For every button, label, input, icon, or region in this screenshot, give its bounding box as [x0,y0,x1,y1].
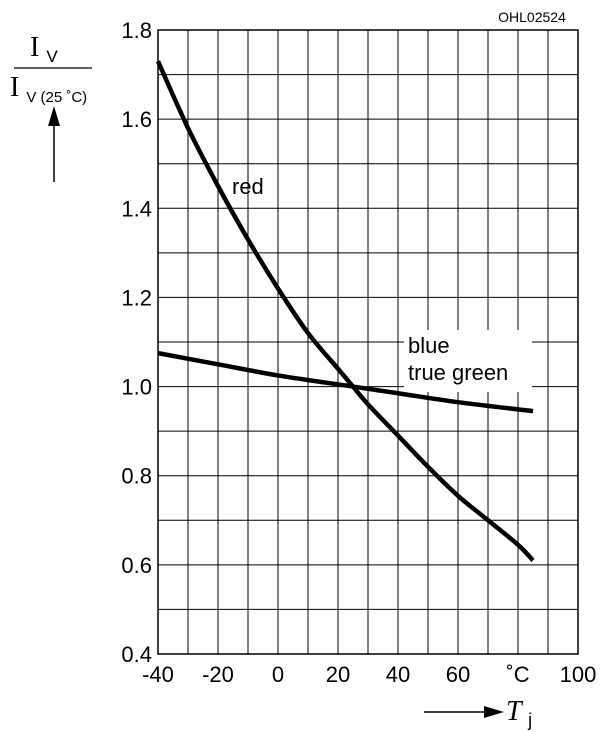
series-label-blue-true-green: blue true green [404,330,532,392]
plot-frame [157,29,579,655]
x-tick-label: -20 [202,662,234,687]
y-axis-label: I V I V (25 ˚C) [10,32,92,182]
y-label-numerator: I [30,32,39,63]
svg-text:I V: I V [30,32,58,66]
grid [158,30,578,654]
x-tick-label: 40 [386,662,410,687]
y-tick-label: 1.0 [121,375,152,400]
x-axis-label: T j [424,696,532,730]
y-tick-label: 1.6 [121,107,152,132]
x-label-sub: j [527,710,532,730]
tick-labels: 0.4 0.6 0.8 1.0 1.2 1.4 1.6 1.8 -40 -20 0 20 40 60 ˚C 1… [121,18,596,687]
x-tick-label: -40 [142,662,174,687]
y-label-denominator: I [10,72,19,103]
x-axis-arrowhead [484,706,504,718]
series-label-red: red [232,174,264,199]
y-label-denominator-sub: V (25 ˚C) [26,89,87,106]
x-tick-label: 0 [272,662,284,687]
y-label-numerator-sub: V [46,47,58,66]
svg-text:I V (25 ˚C): I V (25 ˚C) [10,72,87,106]
y-tick-label: 1.4 [121,196,152,221]
y-tick-label: 1.8 [121,18,152,43]
y-tick-label: 0.4 [121,642,152,667]
y-axis-arrowhead [48,106,60,126]
x-tick-label: 100 [560,662,597,687]
chart-code: OHL02524 [498,9,566,25]
y-tick-label: 0.8 [121,464,152,489]
y-tick-label: 0.6 [121,553,152,578]
series-lines [155,60,535,562]
x-tick-label: 20 [326,662,350,687]
x-label-symbol: T [506,696,524,727]
series-line-blue-true-green [157,350,534,414]
y-tick-label: 1.2 [121,285,152,310]
x-tick-label: 60 [446,662,470,687]
x-unit-label: ˚C [506,662,529,687]
svg-text:T j: T j [506,696,532,730]
series-line-red [155,60,535,562]
